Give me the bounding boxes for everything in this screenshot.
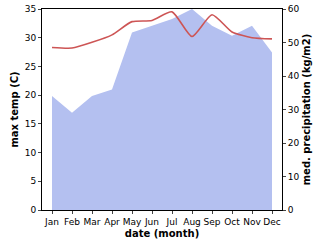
svg-text:15: 15 (25, 119, 36, 129)
svg-text:Mar: Mar (84, 217, 101, 227)
svg-text:Sep: Sep (204, 217, 221, 227)
svg-text:30: 30 (288, 105, 300, 115)
svg-text:Dec: Dec (263, 217, 280, 227)
svg-text:Jan: Jan (44, 217, 59, 227)
svg-text:10: 10 (25, 148, 37, 158)
svg-text:20: 20 (25, 90, 37, 100)
svg-text:max temp (C): max temp (C) (9, 71, 20, 147)
svg-text:Feb: Feb (64, 217, 80, 227)
svg-text:30: 30 (25, 33, 37, 43)
svg-text:25: 25 (25, 62, 36, 72)
svg-text:Oct: Oct (224, 217, 240, 227)
svg-text:0: 0 (288, 205, 294, 215)
svg-text:med. precipitation (kg/m2): med. precipitation (kg/m2) (301, 34, 312, 186)
svg-text:May: May (123, 217, 142, 227)
svg-text:Jun: Jun (144, 217, 159, 227)
svg-text:Nov: Nov (243, 217, 261, 227)
svg-text:10: 10 (288, 172, 300, 182)
svg-text:date (month): date (month) (125, 228, 199, 239)
svg-text:35: 35 (25, 4, 36, 14)
svg-text:5: 5 (30, 176, 36, 186)
svg-text:40: 40 (288, 71, 300, 81)
svg-text:Apr: Apr (104, 217, 120, 227)
svg-text:20: 20 (288, 138, 300, 148)
svg-text:Jul: Jul (166, 217, 178, 227)
svg-text:60: 60 (288, 4, 300, 14)
svg-text:0: 0 (30, 205, 36, 215)
svg-text:50: 50 (288, 38, 300, 48)
svg-text:Aug: Aug (183, 217, 201, 227)
